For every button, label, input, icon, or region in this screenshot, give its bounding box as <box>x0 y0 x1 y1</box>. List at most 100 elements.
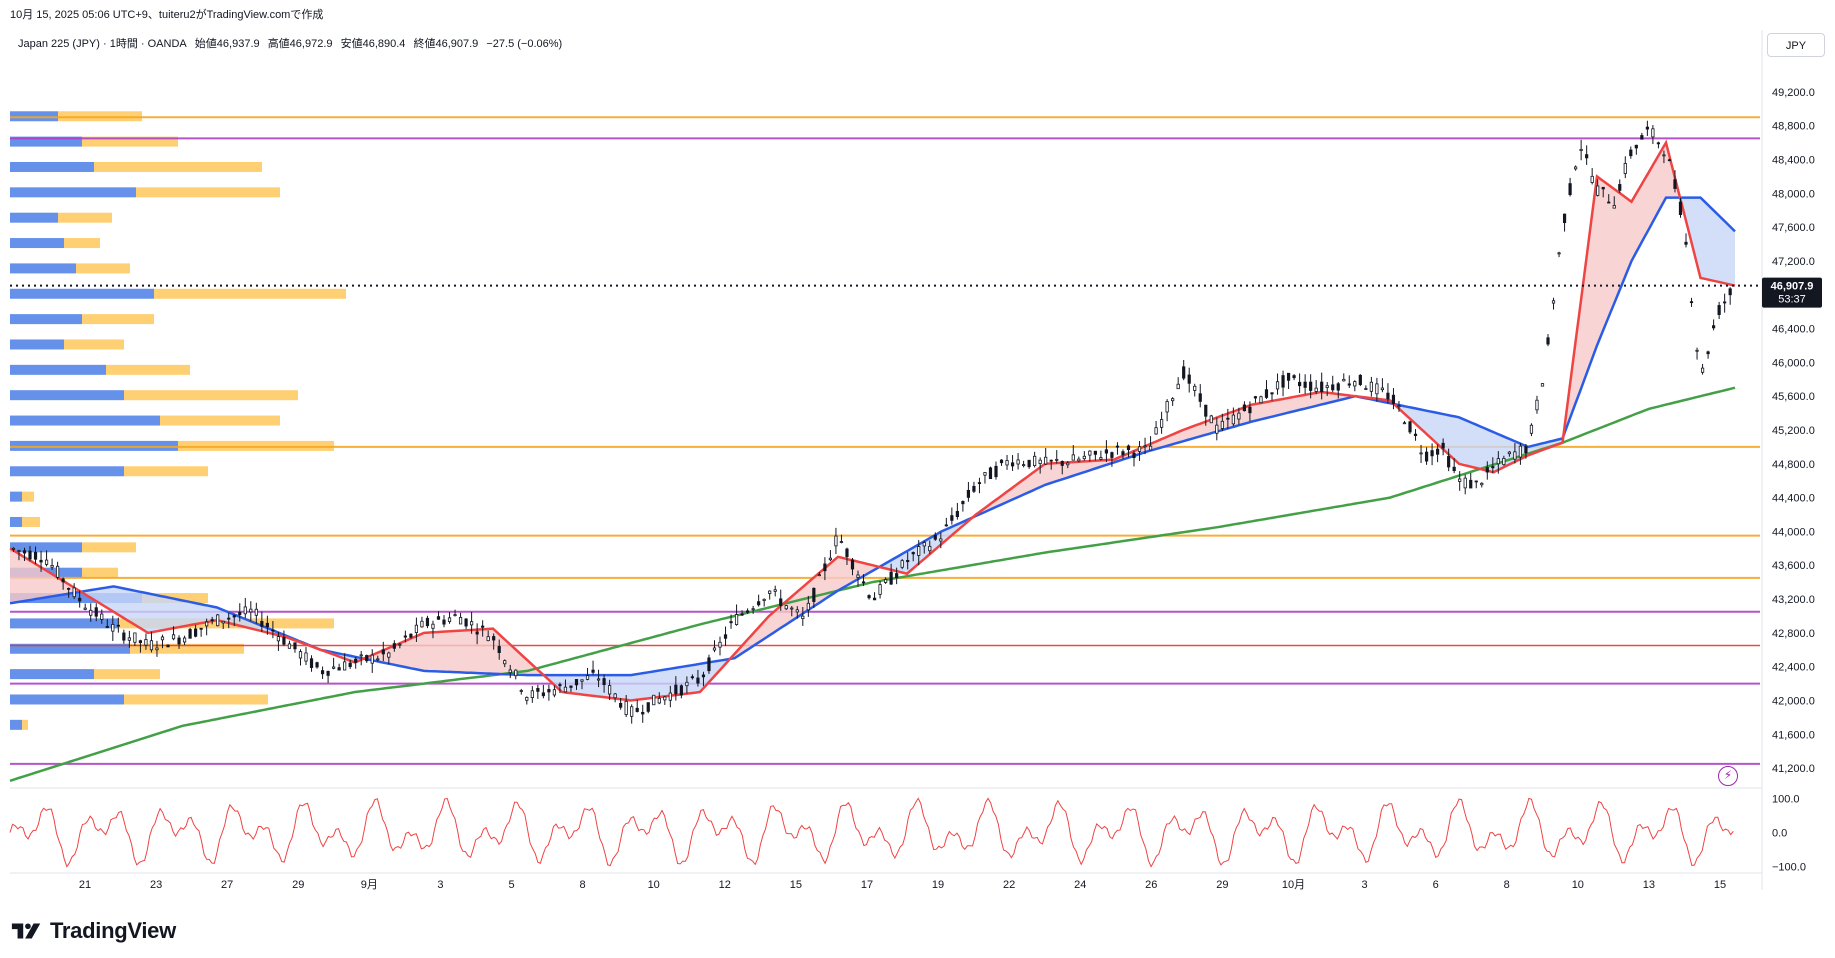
candle-body <box>387 652 391 658</box>
osc-tick-label: 100.0 <box>1772 793 1800 805</box>
change-value: −27.5 (−0.06%) <box>486 38 563 50</box>
candle-body <box>834 535 838 547</box>
vp-buy-bar <box>10 694 124 705</box>
candle-body <box>1645 126 1649 130</box>
x-tick-label: 24 <box>1074 879 1086 891</box>
candle-body <box>762 598 766 601</box>
time-axis[interactable]: 21 23 27 29 9月 3 5 8 10 12 15 17 19 22 24 26 29 10月 3 6 8 10 1… <box>79 879 1726 891</box>
vp-buy-bar <box>10 491 22 502</box>
price-axis[interactable]: 49,200.0 48,800.0 48,400.0 48,000.0 47,600.0… <box>1772 87 1815 775</box>
candle-body <box>100 613 104 620</box>
candle-body <box>56 565 60 578</box>
candle-body <box>1667 159 1672 162</box>
candle-body <box>1099 457 1103 460</box>
candle-body <box>563 686 568 693</box>
x-tick-label: 12 <box>719 879 731 891</box>
y-tick-label: 46,000.0 <box>1772 357 1815 369</box>
candle-body <box>1358 374 1362 385</box>
candle-body <box>779 598 783 606</box>
tradingview-logo[interactable]: TradingView <box>10 918 176 944</box>
candle-body <box>1171 398 1175 402</box>
candle-body <box>398 643 402 646</box>
candle-body <box>845 548 849 558</box>
lightning-icon[interactable]: ⚡ <box>1718 766 1738 786</box>
candle-body <box>11 547 16 550</box>
y-tick-label: 48,800.0 <box>1772 121 1815 133</box>
candle-body <box>1182 366 1186 379</box>
candle-body <box>1209 415 1213 424</box>
vp-buy-bar <box>10 161 94 172</box>
candle-body <box>149 640 154 651</box>
candle-body <box>1049 459 1053 462</box>
x-tick-label: 3 <box>1362 879 1368 891</box>
candle-body <box>712 647 717 651</box>
candle-body <box>933 534 937 540</box>
x-tick-label: 17 <box>861 879 873 891</box>
candle-body <box>50 565 54 568</box>
candle-body <box>1551 300 1556 304</box>
candle-body <box>260 621 264 627</box>
candle-body <box>166 644 170 648</box>
vp-sell-bar <box>64 238 100 249</box>
candle-body <box>1700 367 1705 373</box>
vp-buy-bar <box>10 466 124 477</box>
candle-body <box>867 595 871 599</box>
y-tick-label: 47,600.0 <box>1772 222 1815 234</box>
candle-body <box>1364 388 1368 390</box>
candle-body <box>928 545 932 552</box>
candle-body <box>359 654 363 657</box>
candle-body <box>1154 427 1158 435</box>
candle-body <box>320 670 325 675</box>
vp-buy-bar <box>10 542 82 553</box>
symbol-legend: Japan 225 (JPY) · 1時間 · OANDA 始値46,937.9… <box>18 35 567 51</box>
candle-body <box>315 662 319 668</box>
candle-body <box>1375 383 1379 395</box>
open-value: 始値46,937.9 <box>194 38 260 50</box>
candle-body <box>988 467 993 480</box>
candle-body <box>508 669 512 674</box>
vp-sell-bar <box>130 643 244 654</box>
candle-body <box>558 684 562 687</box>
candle-body <box>574 679 579 686</box>
vp-sell-bar <box>58 212 112 223</box>
horizontal-levels[interactable] <box>10 116 1760 765</box>
bear-fill <box>79 586 317 649</box>
currency-button[interactable]: JPY <box>1767 33 1825 57</box>
y-tick-label: 47,200.0 <box>1772 256 1815 268</box>
candle-body <box>630 706 634 717</box>
candle-body <box>1557 252 1561 255</box>
bear-fill <box>540 659 726 701</box>
vp-buy-bar <box>10 364 106 375</box>
candle-body <box>326 670 330 676</box>
candle-body <box>1320 381 1324 393</box>
last-price-value: 46,907.9 <box>1771 281 1814 293</box>
candle-body <box>232 615 236 618</box>
candle-body <box>1126 445 1131 451</box>
symbol-name[interactable]: Japan 225 (JPY) · 1時間 · OANDA <box>18 38 187 50</box>
candle-body <box>470 621 474 626</box>
vp-buy-bar <box>10 516 22 527</box>
candle-body <box>966 489 971 498</box>
candle-body <box>751 608 755 611</box>
candle-body <box>1391 394 1396 404</box>
candle-body <box>1629 149 1633 157</box>
candle-body <box>1380 387 1385 391</box>
candle-body <box>1314 387 1318 392</box>
vp-sell-bar <box>154 288 346 299</box>
vp-sell-bar <box>136 187 280 198</box>
candle-body <box>652 694 656 706</box>
candle-body <box>740 613 744 616</box>
candle-body <box>1275 381 1280 390</box>
candle-body <box>1132 452 1136 459</box>
candle-body <box>481 625 485 628</box>
candle-body <box>1082 455 1086 460</box>
candle-body <box>1088 450 1092 456</box>
candle-body <box>83 607 87 610</box>
candle-body <box>44 559 49 565</box>
candle-body <box>596 678 601 681</box>
candle-body <box>1193 385 1197 391</box>
x-tick-label: 10月 <box>1282 879 1305 891</box>
candle-body <box>447 617 452 623</box>
candle-body <box>486 636 490 642</box>
